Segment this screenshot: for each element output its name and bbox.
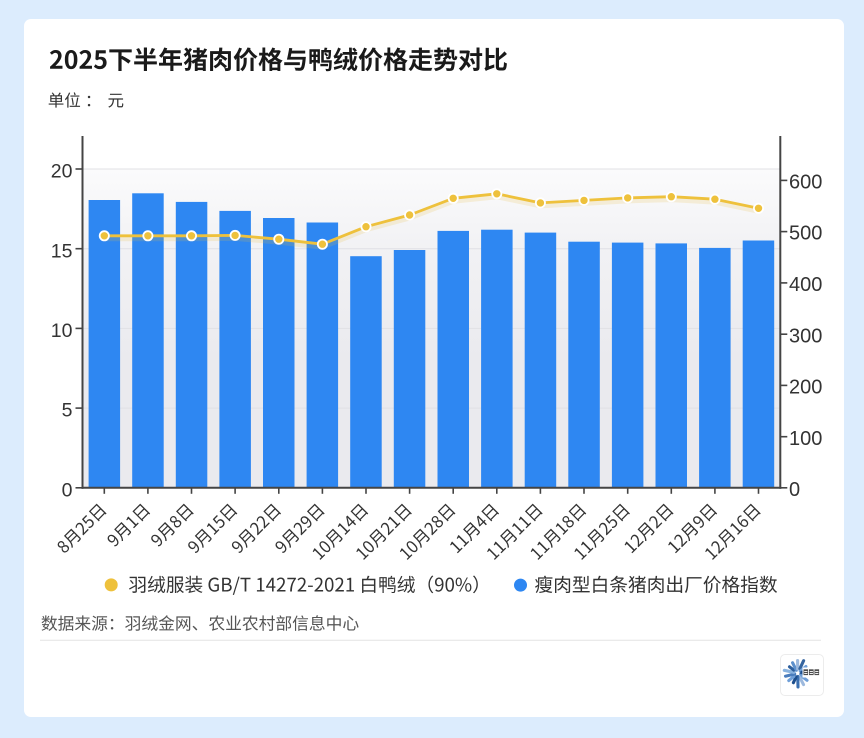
svg-text:100: 100 [789,428,822,450]
svg-text:300: 300 [789,325,822,347]
svg-text:0: 0 [62,479,73,501]
svg-text:5: 5 [62,400,73,422]
svg-text:20: 20 [51,161,73,183]
svg-text:500: 500 [789,223,822,245]
svg-text:200: 200 [789,377,822,399]
svg-text:0: 0 [789,479,800,501]
svg-text:15: 15 [51,240,73,262]
svg-text:600: 600 [789,172,822,194]
svg-text:10: 10 [51,320,73,342]
svg-text:400: 400 [789,274,822,296]
